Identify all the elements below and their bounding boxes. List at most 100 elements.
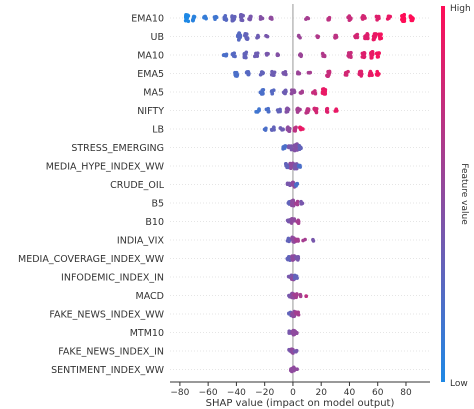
shap-point: [369, 52, 374, 57]
shap-point: [346, 53, 351, 58]
feature-label: UB: [151, 32, 164, 43]
feature-label: INFODEMIC_INDEX_IN: [61, 273, 164, 284]
shap-point: [305, 108, 309, 113]
shap-point: [320, 91, 325, 95]
shap-point: [369, 56, 374, 60]
shap-point: [289, 144, 293, 148]
shap-point: [269, 127, 274, 132]
shap-point: [269, 72, 274, 77]
x-tick-label: 0: [290, 388, 296, 398]
shap-point: [230, 14, 234, 18]
shap-point: [326, 17, 331, 22]
shap-point: [327, 70, 332, 75]
shap-point: [298, 292, 303, 297]
feature-label: MA5: [143, 88, 164, 99]
shap-point: [400, 13, 405, 18]
shap-point: [259, 70, 264, 74]
shap-point: [298, 127, 303, 132]
shap-point: [346, 15, 350, 20]
shap-point: [299, 199, 303, 204]
shap-point: [316, 34, 321, 39]
shap-point: [244, 32, 249, 36]
shap-point: [243, 51, 248, 56]
shap-point: [281, 147, 285, 151]
shap-point: [243, 54, 247, 59]
shap-point: [291, 202, 295, 207]
feature-labels: EMA10 UB MA10 EMA5 MA5 NIFTY LB STRESS_EMERGING…: [18, 14, 165, 377]
shap-point: [292, 366, 297, 371]
shap-point: [410, 18, 415, 23]
shap-point: [272, 125, 276, 130]
shap-point: [235, 34, 240, 39]
shap-point: [312, 107, 317, 111]
shap-point: [294, 201, 298, 206]
shap-point: [287, 312, 291, 316]
shap-point: [364, 36, 368, 41]
shap-point: [204, 16, 208, 21]
shap-point: [282, 71, 287, 76]
feature-label: LB: [152, 125, 164, 136]
points-layer: [183, 12, 415, 374]
feature-label: SENTIMENT_INDEX_WW: [51, 365, 164, 376]
colorbar: [441, 6, 445, 382]
shap-point: [239, 13, 243, 17]
shap-point: [223, 17, 228, 21]
shap-point: [287, 255, 291, 259]
x-tick-label: −80: [170, 388, 189, 398]
feature-label: EMA10: [131, 14, 164, 25]
shap-point: [293, 273, 297, 278]
feature-label: MTM10: [130, 328, 164, 339]
shap-point: [349, 55, 353, 60]
shap-point: [374, 51, 379, 56]
shap-point: [294, 293, 299, 297]
feature-label: FAKE_NEWS_INDEX_IN: [58, 347, 164, 358]
shap-point: [289, 221, 294, 225]
shap-point: [263, 128, 268, 132]
shap-point: [375, 16, 380, 20]
shap-point: [297, 34, 301, 38]
shap-point: [285, 239, 290, 243]
x-axis-label: SHAP value (impact on model output): [206, 398, 395, 409]
shap-point: [334, 108, 338, 113]
x-ticks: −80 −60 −40 −20 0 20 40 60 80: [170, 382, 412, 398]
shap-point: [271, 88, 276, 93]
shap-point: [291, 182, 296, 187]
shap-point: [353, 34, 357, 39]
shap-point: [346, 69, 350, 74]
shap-point: [260, 90, 265, 95]
shap-point: [360, 17, 365, 21]
shap-point: [289, 162, 294, 167]
shap-point: [266, 109, 271, 114]
shap-point: [300, 89, 304, 94]
colorbar-high-label: High: [450, 4, 471, 14]
shap-point: [266, 106, 271, 111]
shap-point: [270, 17, 274, 21]
shap-point: [192, 14, 196, 19]
shap-point: [284, 161, 288, 166]
feature-label: B10: [145, 217, 164, 228]
x-tick-label: 60: [372, 388, 384, 398]
shap-point: [359, 69, 364, 74]
shap-point: [321, 53, 326, 58]
shap-point: [292, 146, 297, 151]
shap-point: [386, 14, 391, 19]
feature-label: MEDIA_COVERAGE_INDEX_WW: [18, 254, 165, 265]
shap-point: [289, 88, 294, 93]
shap-point: [281, 90, 286, 95]
x-tick-label: −60: [199, 388, 218, 398]
shap-point: [294, 349, 298, 354]
shap-point: [282, 144, 287, 149]
shap-point: [306, 70, 311, 75]
feature-label: STRESS_EMERGING: [71, 143, 164, 154]
shap-point: [254, 51, 258, 56]
feature-label: FAKE_NEWS_INDEX_WW: [49, 310, 164, 321]
shap-point: [400, 17, 404, 22]
shap-point: [232, 17, 237, 21]
shap-point: [265, 34, 270, 39]
shap-point: [214, 14, 218, 19]
shap-point: [362, 51, 367, 55]
shap-point: [186, 19, 191, 24]
rows-layer: [170, 17, 430, 370]
shap-point: [287, 329, 292, 333]
